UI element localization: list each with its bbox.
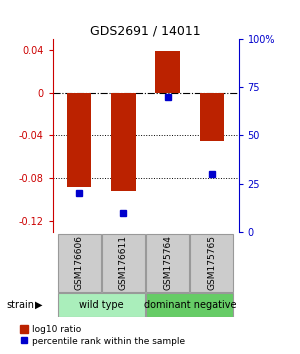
Text: dominant negative: dominant negative <box>143 300 236 310</box>
Bar <box>67 92 91 187</box>
Text: strain: strain <box>6 300 34 310</box>
Text: GSM176611: GSM176611 <box>119 235 128 290</box>
Bar <box>200 92 224 141</box>
Bar <box>146 293 233 317</box>
Bar <box>111 92 136 191</box>
Bar <box>155 51 180 92</box>
Text: GSM176606: GSM176606 <box>75 235 84 290</box>
Bar <box>58 293 145 317</box>
Text: GSM175764: GSM175764 <box>163 235 172 290</box>
Bar <box>102 234 145 292</box>
Legend: log10 ratio, percentile rank within the sample: log10 ratio, percentile rank within the … <box>20 325 185 346</box>
Text: wild type: wild type <box>79 300 124 310</box>
Title: GDS2691 / 14011: GDS2691 / 14011 <box>90 25 201 38</box>
Bar <box>146 234 189 292</box>
Bar <box>58 234 100 292</box>
Text: GSM175765: GSM175765 <box>207 235 216 290</box>
Bar <box>190 234 233 292</box>
Text: ▶: ▶ <box>34 300 42 310</box>
